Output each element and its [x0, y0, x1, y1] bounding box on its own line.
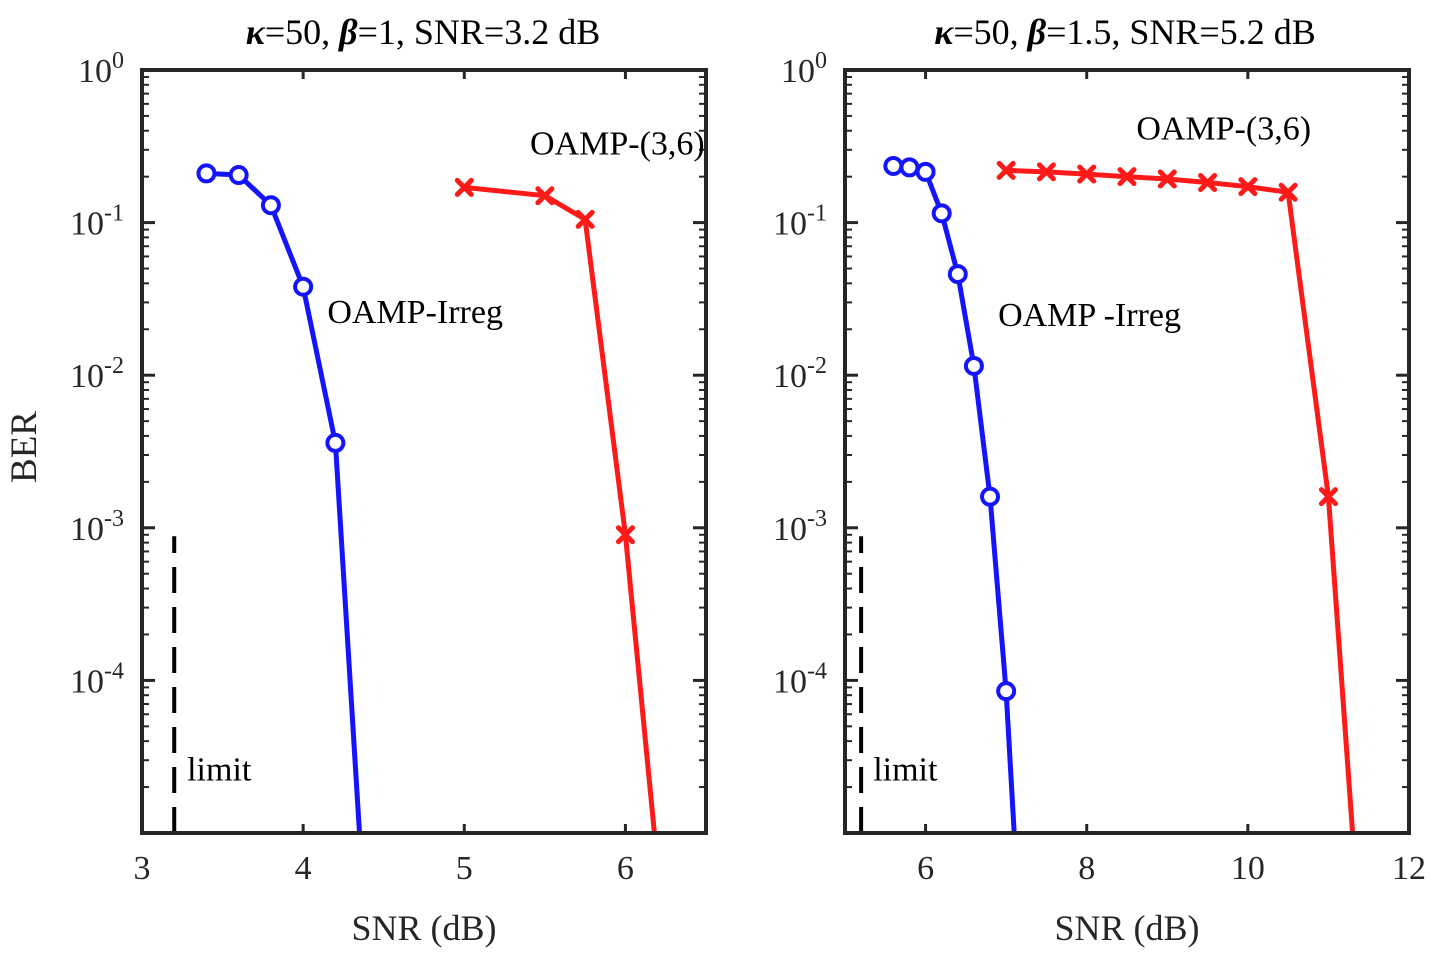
- data-point-circle: [196, 163, 217, 184]
- data-point-circle: [293, 276, 314, 297]
- data-point-circle: [883, 155, 904, 176]
- x-tick-label: 4: [295, 850, 312, 887]
- y-tick-label: 100: [78, 48, 124, 90]
- x-tick-label: 5: [456, 850, 473, 887]
- x-tick-label: 6: [617, 850, 634, 887]
- data-point-x: [1278, 182, 1298, 202]
- data-point-circle: [980, 486, 1001, 507]
- data-point-x: [1157, 169, 1177, 189]
- data-point-circle: [915, 161, 936, 182]
- data-point-circle: [996, 681, 1017, 702]
- y-tick-label: 10-4: [70, 658, 124, 700]
- x-tick-label: 12: [1392, 850, 1426, 887]
- annotation-label: limit: [873, 752, 938, 789]
- data-point-circle: [260, 195, 281, 216]
- x-tick-label: 8: [1078, 850, 1095, 887]
- annotation-label: OAMP-Irreg: [327, 294, 503, 331]
- kappa-symbol: κ: [934, 12, 954, 52]
- data-point-x: [454, 177, 474, 197]
- data-point-x: [575, 209, 595, 229]
- x-tick-label: 10: [1231, 850, 1265, 887]
- data-point-circle: [325, 432, 346, 453]
- plot-frame: [843, 68, 1411, 835]
- data-point-x: [535, 186, 555, 206]
- y-tick-label: 10-3: [773, 506, 827, 548]
- data-point-circle: [947, 264, 968, 285]
- beta-symbol: β: [337, 12, 358, 52]
- y-tick-label: 100: [781, 48, 827, 90]
- series-line-oamp-3-6-: [1006, 167, 1356, 834]
- data-point-circle: [899, 157, 920, 178]
- annotation-label: OAMP-(3,6): [1136, 111, 1311, 148]
- annotation-label: OAMP-(3,6): [530, 125, 705, 162]
- data-point-x: [1077, 164, 1097, 184]
- y-tick-label: 10-1: [773, 201, 827, 243]
- kappa-symbol: κ: [246, 12, 266, 52]
- series-line-oamp-3-6-: [464, 184, 657, 834]
- y-tick-label: 10-3: [70, 506, 124, 548]
- data-point-x: [1198, 173, 1218, 193]
- y-tick-label: 10-1: [70, 201, 124, 243]
- ylabel-ber: BER: [4, 411, 45, 483]
- annotation-label: limit: [187, 752, 252, 789]
- panel-title: κ=50, β=1.5, SNR=5.2 dB: [934, 12, 1316, 52]
- chart-panel-left: κ=50, β=1, SNR=3.2 dB 3 4 5 6 100 10-1 10-2 10-…: [70, 12, 708, 948]
- plot-frame: [140, 68, 708, 835]
- beta-value: =1.5, SNR=5.2 dB: [1046, 12, 1316, 52]
- kappa-value: =50,: [953, 12, 1027, 52]
- panel-title: κ=50, β=1, SNR=3.2 dB: [246, 12, 601, 52]
- data-point-circle: [963, 355, 984, 376]
- data-point-circle: [228, 165, 249, 186]
- series-line-oamp-irreg: [206, 170, 362, 834]
- x-tick-label: 6: [917, 850, 934, 887]
- data-point-circle: [931, 203, 952, 224]
- beta-symbol: β: [1026, 12, 1047, 52]
- data-point-x: [1036, 162, 1056, 182]
- chart-panel-right: κ=50, β=1.5, SNR=5.2 dB 6 8 10 12 100 10-1 10-…: [773, 12, 1426, 948]
- annotation-label: OAMP -Irreg: [998, 297, 1181, 334]
- y-tick-label: 10-2: [70, 353, 124, 395]
- kappa-value: =50,: [265, 12, 339, 52]
- x-tick-label: 3: [134, 850, 151, 887]
- data-point-x: [996, 160, 1016, 180]
- data-point-x: [1117, 167, 1137, 187]
- data-point-x: [1318, 487, 1338, 507]
- xlabel: SNR (dB): [351, 908, 496, 948]
- y-tick-label: 10-4: [773, 658, 827, 700]
- beta-value: =1, SNR=3.2 dB: [358, 12, 601, 52]
- data-point-x: [615, 525, 635, 545]
- data-point-x: [1238, 177, 1258, 197]
- y-tick-label: 10-2: [773, 353, 827, 395]
- xlabel: SNR (dB): [1054, 908, 1199, 948]
